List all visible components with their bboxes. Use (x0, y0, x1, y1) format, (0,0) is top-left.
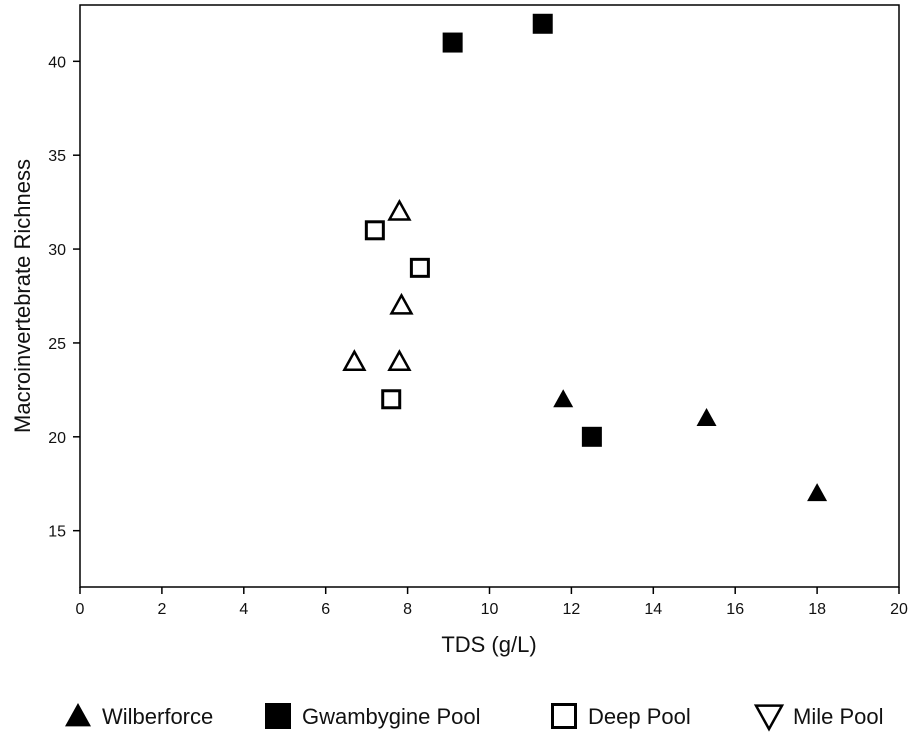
x-axis-title: TDS (g/L) (441, 632, 536, 657)
y-tick-label: 40 (48, 54, 66, 71)
point-wilberforce (553, 389, 574, 408)
point-gwambygine-pool (581, 426, 602, 447)
y-tick-label: 30 (48, 242, 66, 259)
x-tick-label: 4 (239, 601, 248, 618)
x-tick-label: 6 (321, 601, 330, 618)
point-mile-pool (389, 292, 414, 315)
y-tick-label: 20 (48, 430, 66, 447)
y-tick-label: 35 (48, 148, 66, 165)
legend-marker-gwambygine-pool (265, 703, 291, 729)
x-tick-label: 2 (157, 601, 166, 618)
point-mile-pool (387, 349, 412, 371)
x-axis: 0 2 4 6 8 10 12 14 16 18 20 (76, 587, 908, 618)
y-axis: 15 20 25 30 35 40 (48, 54, 80, 541)
legend-label-wilberforce: Wilberforce (102, 704, 213, 729)
point-mile-pool (387, 198, 412, 221)
x-tick-label: 12 (563, 601, 581, 618)
plot-frame (79, 4, 900, 588)
point-gwambygine-pool (532, 13, 553, 34)
x-tick-label: 0 (76, 601, 85, 618)
x-tick-label: 18 (808, 601, 826, 618)
point-deep-pool (409, 257, 430, 278)
point-deep-pool (381, 389, 402, 410)
x-tick-label: 16 (726, 601, 744, 618)
point-gwambygine-pool (442, 32, 463, 53)
y-tick-label: 25 (48, 336, 66, 353)
legend-marker-mile-pool (753, 704, 785, 732)
point-wilberforce (696, 408, 717, 427)
y-axis-title: Macroinvertebrate Richness (10, 159, 35, 433)
x-tick-label: 14 (644, 601, 662, 618)
legend-label-deep-pool: Deep Pool (588, 704, 691, 729)
legend: Wilberforce Gwambygine Pool Deep Pool Mile … (65, 703, 883, 732)
legend-label-gwambygine-pool: Gwambygine Pool (302, 704, 481, 729)
point-wilberforce (807, 483, 828, 502)
legend-marker-deep-pool (551, 703, 577, 729)
x-tick-label: 10 (481, 601, 499, 618)
x-tick-label: 20 (890, 601, 908, 618)
data-points (342, 13, 828, 502)
point-deep-pool (364, 220, 385, 241)
legend-label-mile-pool: Mile Pool (793, 704, 883, 729)
y-tick-label: 15 (48, 524, 66, 541)
point-mile-pool (342, 349, 367, 371)
legend-marker-wilberforce (65, 703, 91, 727)
x-tick-label: 8 (403, 601, 412, 618)
